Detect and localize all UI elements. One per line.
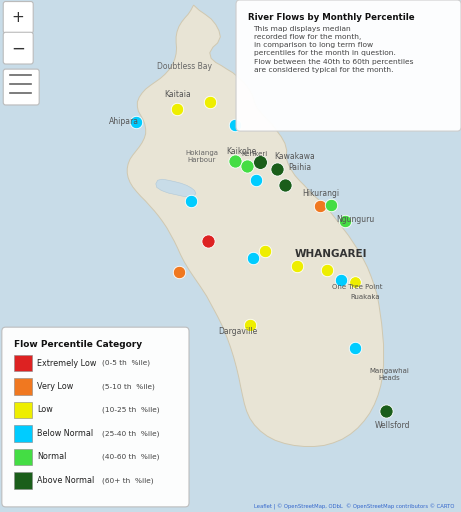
Text: Hikurangi: Hikurangi [302, 189, 339, 198]
Point [281, 181, 289, 189]
Point [383, 407, 390, 415]
Text: Wellsford: Wellsford [375, 421, 411, 431]
Polygon shape [156, 179, 196, 197]
Text: Mangawhai
Heads: Mangawhai Heads [370, 368, 409, 381]
Point [351, 344, 359, 352]
Text: (10-25 th  %ile): (10-25 th %ile) [102, 407, 160, 413]
Text: (40-60 th  %ile): (40-60 th %ile) [102, 454, 160, 460]
Point [337, 276, 345, 284]
Text: Ngunguru: Ngunguru [336, 215, 374, 224]
Point [249, 254, 256, 262]
Text: Leaflet | © OpenStreetMap, ODbL  © OpenStreetMap contributors © CARTO: Leaflet | © OpenStreetMap, ODbL © OpenSt… [254, 504, 454, 510]
Text: Extremely Low: Extremely Low [37, 358, 96, 368]
Polygon shape [127, 5, 384, 446]
Text: (60+ th  %ile): (60+ th %ile) [102, 477, 154, 484]
Text: River Flows by Monthly Percentile: River Flows by Monthly Percentile [248, 13, 414, 23]
Point [206, 98, 213, 106]
Text: Kaitaia: Kaitaia [164, 90, 191, 99]
Text: Doubtless Bay: Doubtless Bay [157, 62, 212, 71]
Text: Above Normal: Above Normal [37, 476, 94, 485]
Text: Ahipara: Ahipara [108, 117, 139, 126]
Text: +: + [12, 10, 24, 25]
Text: Dargaville: Dargaville [218, 327, 257, 336]
FancyBboxPatch shape [14, 402, 32, 418]
FancyBboxPatch shape [2, 327, 189, 507]
Point [231, 157, 239, 165]
Point [327, 201, 335, 209]
Text: −: − [11, 39, 25, 57]
Text: Kerikeri: Kerikeri [242, 151, 268, 157]
FancyBboxPatch shape [3, 69, 39, 105]
Text: Kawakawa: Kawakawa [275, 152, 315, 161]
Text: (25-40 th  %ile): (25-40 th %ile) [102, 430, 160, 437]
Point [294, 262, 301, 270]
Point [351, 278, 359, 286]
Text: One Tree Point: One Tree Point [332, 284, 383, 290]
Point [273, 165, 280, 173]
Point [341, 217, 349, 225]
Text: WHANGAREI: WHANGAREI [295, 249, 367, 260]
FancyBboxPatch shape [14, 355, 32, 371]
Text: (0-5 th  %ile): (0-5 th %ile) [102, 360, 150, 366]
Text: This map displays median
recorded flow for the month,
in comparison to long term: This map displays median recorded flow f… [254, 26, 413, 73]
Text: Flow Percentile Category: Flow Percentile Category [14, 340, 142, 350]
Point [188, 197, 195, 205]
Point [261, 247, 269, 255]
FancyBboxPatch shape [14, 425, 32, 441]
Text: Paihia: Paihia [288, 163, 311, 173]
Text: Kaikohe: Kaikohe [226, 146, 256, 156]
Point [174, 104, 181, 113]
FancyBboxPatch shape [14, 378, 32, 395]
Point [231, 121, 239, 130]
FancyBboxPatch shape [14, 472, 32, 488]
Text: Normal: Normal [37, 453, 66, 461]
Point [246, 321, 254, 329]
Text: Very Low: Very Low [37, 382, 73, 391]
Text: (5-10 th  %ile): (5-10 th %ile) [102, 383, 155, 390]
Text: Hokianga
Harbour: Hokianga Harbour [185, 150, 219, 163]
Point [132, 118, 140, 126]
Text: Low: Low [37, 406, 53, 414]
Point [243, 162, 250, 170]
FancyBboxPatch shape [3, 32, 33, 64]
Point [175, 268, 183, 276]
Point [324, 266, 331, 274]
Text: Ruakaka: Ruakaka [350, 294, 380, 300]
FancyBboxPatch shape [14, 449, 32, 465]
Point [257, 158, 264, 166]
Point [252, 176, 260, 184]
Point [317, 202, 324, 210]
Text: Below Normal: Below Normal [37, 429, 93, 438]
Point [205, 237, 212, 245]
FancyBboxPatch shape [3, 2, 33, 33]
FancyBboxPatch shape [236, 0, 461, 131]
